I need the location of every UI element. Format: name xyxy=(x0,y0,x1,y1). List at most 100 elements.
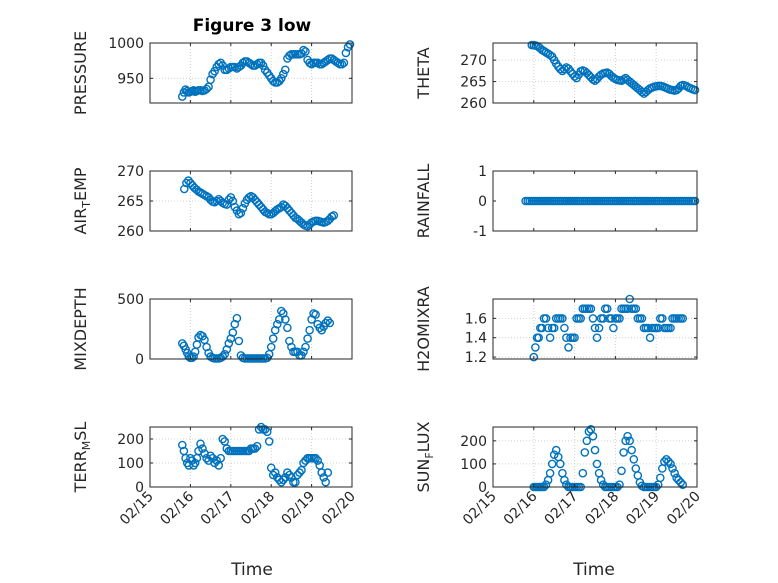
data-point xyxy=(258,61,268,70)
y-axis-label-subscript: F xyxy=(423,452,436,458)
y-axis-label: H2OMIXRA xyxy=(414,286,433,372)
data-point xyxy=(305,325,314,335)
data-point xyxy=(545,50,555,60)
data-series xyxy=(529,294,688,362)
data-point xyxy=(238,58,248,68)
data-point xyxy=(582,436,592,446)
data-point xyxy=(590,445,600,455)
data-point xyxy=(311,453,320,463)
data-point xyxy=(564,343,573,352)
data-point xyxy=(238,203,248,213)
y-tick-label: 0 xyxy=(478,194,487,210)
data-point xyxy=(560,475,569,485)
y-axis-label: RAINFALL xyxy=(414,164,433,239)
data-point xyxy=(301,47,310,56)
y-axis-label: TERRMSL xyxy=(71,422,93,494)
axes-box xyxy=(492,298,698,360)
data-point xyxy=(323,55,333,65)
data-point xyxy=(224,339,234,348)
data-point xyxy=(210,66,219,76)
data-point xyxy=(212,196,221,206)
y-tick-label: 1.2 xyxy=(465,350,487,366)
data-point xyxy=(586,304,596,314)
data-point xyxy=(323,468,333,477)
data-point xyxy=(668,464,677,473)
data-point xyxy=(234,336,244,346)
data-point xyxy=(272,319,282,329)
y-tick-label: 0 xyxy=(135,352,144,368)
data-point xyxy=(206,75,215,84)
data-point xyxy=(276,74,286,83)
data-point xyxy=(232,313,242,323)
data-point xyxy=(576,314,586,323)
y-axis-label-main: PRESSURE xyxy=(71,31,90,115)
data-point xyxy=(678,480,688,490)
data-point xyxy=(549,450,559,460)
data-point xyxy=(268,334,278,343)
data-point xyxy=(537,323,547,333)
y-tick-label: 270 xyxy=(460,53,487,69)
y-axis-label-main: RAINFALL xyxy=(414,164,433,239)
data-point xyxy=(678,314,688,323)
y-axis-label-rest: LUX xyxy=(414,421,433,452)
data-point xyxy=(609,323,618,333)
data-point xyxy=(562,333,571,343)
data-point xyxy=(224,64,234,73)
data-point xyxy=(252,59,262,69)
data-point xyxy=(664,457,673,466)
data-point xyxy=(301,342,310,352)
data-series xyxy=(179,176,339,231)
data-point xyxy=(177,440,187,450)
data-point xyxy=(602,304,612,314)
axes-box xyxy=(149,298,353,360)
data-point xyxy=(645,333,655,343)
data-point xyxy=(598,314,608,323)
subplot-1: 950 1000 PRESSURE xyxy=(71,31,355,115)
data-point xyxy=(625,436,635,446)
axes-box xyxy=(149,42,353,104)
data-point xyxy=(260,425,270,434)
y-tick-label: 200 xyxy=(117,432,144,448)
data-point xyxy=(594,323,604,333)
y-tick-label: 950 xyxy=(117,71,144,87)
data-point xyxy=(617,466,626,476)
data-point xyxy=(321,318,331,328)
data-point xyxy=(313,58,323,68)
data-point xyxy=(274,315,284,324)
data-point xyxy=(588,431,598,441)
data-point xyxy=(556,459,565,469)
data-point xyxy=(570,333,579,343)
data-point xyxy=(580,448,590,457)
data-point xyxy=(629,454,639,464)
data-point xyxy=(224,195,234,205)
data-point xyxy=(578,468,588,478)
data-point xyxy=(621,436,630,446)
data-point xyxy=(615,314,624,323)
y-tick-label: 270 xyxy=(117,164,144,180)
data-point xyxy=(529,352,539,362)
x-axis-label-right: Time xyxy=(572,560,615,580)
data-point xyxy=(592,333,602,343)
y-axis-label: PRESSURE xyxy=(71,31,90,115)
data-point xyxy=(623,431,632,441)
y-tick-label: 1 xyxy=(478,164,487,180)
data-point xyxy=(653,323,663,333)
y-axis-label-main: H2OMIXRA xyxy=(414,286,433,372)
data-point xyxy=(216,453,225,463)
data-point xyxy=(676,478,686,487)
data-point xyxy=(590,323,600,333)
data-point xyxy=(313,456,323,465)
data-point xyxy=(623,304,632,314)
data-point xyxy=(230,62,240,72)
data-point xyxy=(666,459,675,469)
data-point xyxy=(556,64,565,74)
y-tick-label: 0 xyxy=(135,480,144,496)
y-axis-label-main: AIR xyxy=(71,208,90,235)
data-point xyxy=(558,314,567,323)
y-tick-label: 1.6 xyxy=(465,311,487,327)
data-point xyxy=(547,459,557,469)
y-tick-label: 200 xyxy=(460,434,487,450)
subplot-6: 1.2 1.4 1.6 H2OMIXRA xyxy=(414,286,698,372)
data-point xyxy=(317,468,327,477)
